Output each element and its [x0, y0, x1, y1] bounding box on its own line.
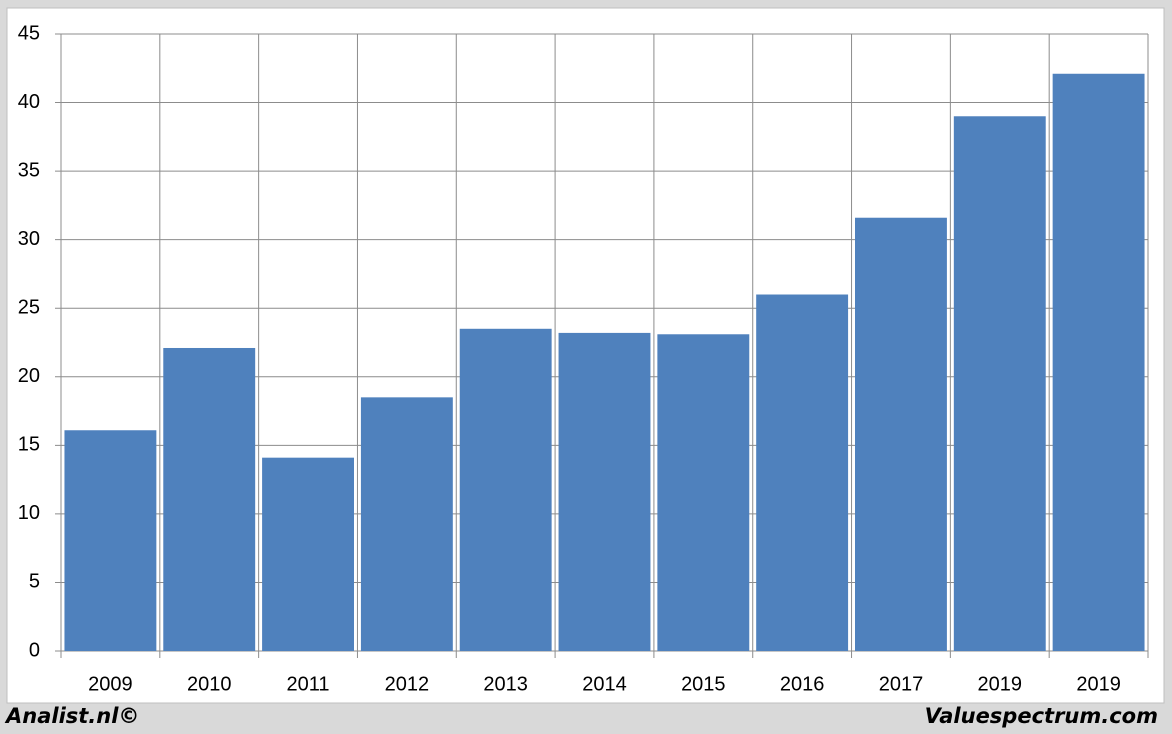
y-tick-label: 15 [18, 434, 40, 456]
x-tick-label: 2014 [582, 673, 627, 695]
y-tick-label: 35 [18, 159, 40, 181]
bar [855, 217, 947, 651]
y-tick-label: 45 [18, 22, 40, 44]
bar [459, 328, 552, 651]
bar [756, 294, 849, 651]
bar [558, 332, 651, 651]
x-tick-label: 2016 [780, 673, 825, 695]
x-tick-label: 2013 [483, 673, 528, 695]
x-tick-label: 2011 [287, 673, 330, 695]
y-tick-label: 5 [29, 571, 40, 593]
y-tick-label: 0 [29, 639, 40, 661]
y-tick-label: 40 [18, 91, 40, 113]
bar [360, 397, 453, 651]
y-tick-label: 20 [18, 365, 40, 387]
x-tick-label: 2015 [681, 673, 726, 695]
x-tick-label: 2017 [879, 673, 924, 695]
y-tick-label: 30 [18, 228, 40, 250]
bar [64, 430, 157, 651]
y-tick-label: 25 [18, 297, 40, 319]
x-tick-label: 2019 [978, 673, 1023, 695]
footer-right: Valuespectrum.com [925, 704, 1158, 728]
bar [953, 116, 1046, 652]
x-tick-label: 2009 [88, 673, 133, 695]
bar [262, 457, 354, 651]
footer-left: Analist.nl© [4, 704, 139, 728]
x-tick-label: 2012 [385, 673, 430, 695]
bar [657, 334, 750, 651]
bar [163, 347, 256, 651]
x-tick-label: 2019 [1076, 673, 1121, 695]
x-tick-label: 2010 [187, 673, 232, 695]
bar [1052, 73, 1145, 652]
y-tick-label: 10 [18, 502, 40, 524]
